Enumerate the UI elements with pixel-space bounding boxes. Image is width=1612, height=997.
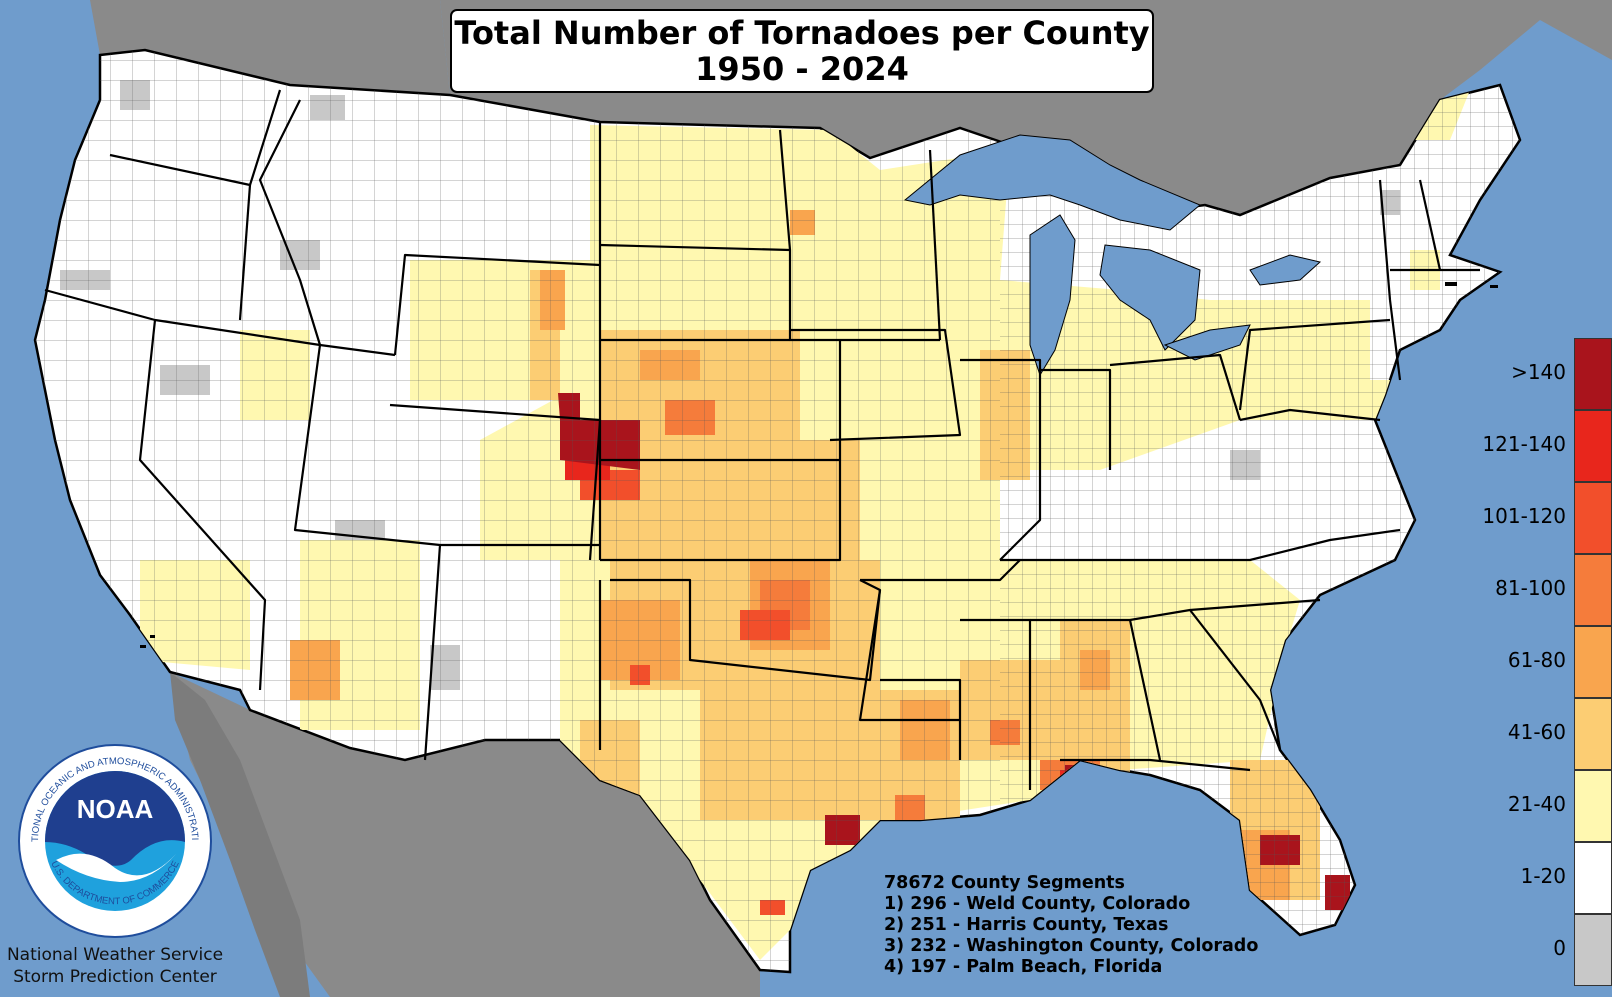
legend-swatch — [1574, 770, 1612, 842]
coastal-islands — [140, 282, 1498, 648]
map-title-box: Total Number of Tornadoes per County 195… — [450, 9, 1154, 93]
map-subtitle-period: 1950 - 2024 — [695, 50, 909, 88]
legend-swatch — [1574, 626, 1612, 698]
legend-label: 21-40 — [1507, 792, 1566, 816]
noaa-logo: NOAA NATIONAL OCEANIC AND ATMOSPHERIC AD… — [16, 742, 212, 938]
mexico-land — [170, 672, 760, 997]
baja-land — [170, 672, 310, 997]
map-title: Total Number of Tornadoes per County — [454, 14, 1150, 52]
agency-spc: Storm Prediction Center — [13, 967, 217, 987]
agency-label: National Weather Service Storm Predictio… — [0, 944, 230, 988]
legend-label: 61-80 — [1507, 648, 1566, 672]
legend-swatch — [1574, 554, 1612, 626]
legend-label: 121-140 — [1482, 432, 1566, 456]
lake-superior — [903, 134, 1201, 231]
legend-swatch — [1574, 842, 1612, 914]
canada-land — [0, 0, 450, 95]
stats-box: 78672 County Segments 1) 296 - Weld Coun… — [884, 873, 1258, 978]
noaa-mark: NOAA — [77, 794, 154, 824]
legend-swatch — [1574, 338, 1612, 410]
legend-swatch — [1574, 482, 1612, 554]
lake-ontario — [1249, 254, 1322, 286]
state-borders — [44, 89, 1480, 790]
agency-nws: National Weather Service — [6, 945, 224, 965]
legend-swatch — [1574, 914, 1612, 986]
legend-label: >140 — [1511, 360, 1566, 384]
legend-label: 1-20 — [1520, 864, 1566, 888]
stats-top-3: 3) 232 - Washington County, Colorado — [884, 936, 1259, 956]
legend-label: 81-100 — [1495, 576, 1566, 600]
lake-michigan — [1029, 214, 1076, 377]
lake-huron — [1099, 244, 1201, 351]
legend-swatch — [1574, 410, 1612, 482]
legend-label: 0 — [1553, 936, 1566, 960]
stats-top-1: 1) 296 - Weld County, Colorado — [884, 894, 1191, 914]
stats-top-2: 2) 251 - Harris County, Texas — [884, 915, 1169, 935]
legend-swatch — [1574, 698, 1612, 770]
stats-total: 78672 County Segments — [884, 873, 1125, 893]
legend-label: 101-120 — [1482, 504, 1566, 528]
legend-label: 41-60 — [1507, 720, 1566, 744]
stats-top-4: 4) 197 - Palm Beach, Florida — [884, 957, 1163, 977]
